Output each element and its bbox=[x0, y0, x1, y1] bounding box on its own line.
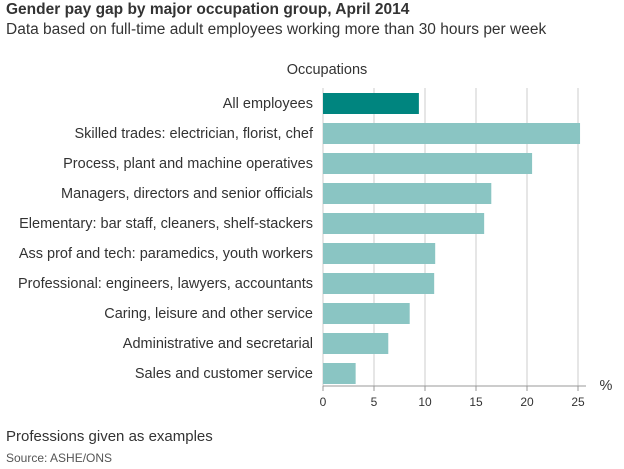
x-tick-label: 0 bbox=[320, 395, 327, 409]
category-label: Caring, leisure and other service bbox=[104, 306, 313, 322]
bar bbox=[323, 363, 356, 384]
bar bbox=[323, 303, 410, 324]
bar bbox=[323, 123, 581, 144]
bar bbox=[323, 273, 435, 294]
x-tick-label: 10 bbox=[418, 395, 432, 409]
bar bbox=[323, 333, 389, 354]
x-tick-label: 15 bbox=[469, 395, 483, 409]
category-label: All employees bbox=[223, 96, 313, 112]
category-label: Professional: engineers, lawyers, accoun… bbox=[18, 276, 313, 292]
category-label: Process, plant and machine operatives bbox=[63, 156, 313, 172]
chart-subtitle: Data based on full-time adult employees … bbox=[6, 21, 547, 38]
chart-title: Gender pay gap by major occupation group… bbox=[6, 1, 410, 18]
category-label: Managers, directors and senior officials bbox=[61, 186, 313, 202]
bar bbox=[323, 153, 533, 174]
category-label: Ass prof and tech: paramedics, youth wor… bbox=[19, 246, 313, 262]
footnote: Professions given as examples bbox=[6, 428, 213, 445]
y-axis-title: Occupations bbox=[287, 62, 368, 78]
x-axis-unit: % bbox=[600, 378, 613, 394]
bar bbox=[323, 183, 492, 204]
bar bbox=[323, 93, 419, 114]
x-tick-label: 20 bbox=[520, 395, 534, 409]
category-label: Elementary: bar staff, cleaners, shelf-s… bbox=[19, 216, 313, 232]
source-note: Source: ASHE/ONS bbox=[6, 451, 113, 465]
category-label: Sales and customer service bbox=[135, 366, 313, 382]
bar bbox=[323, 243, 436, 264]
bar bbox=[323, 213, 485, 234]
x-tick-label: 5 bbox=[371, 395, 378, 409]
category-label: Skilled trades: electrician, florist, ch… bbox=[74, 126, 314, 142]
x-tick-label: 25 bbox=[571, 395, 585, 409]
category-label: Administrative and secretarial bbox=[123, 336, 313, 352]
